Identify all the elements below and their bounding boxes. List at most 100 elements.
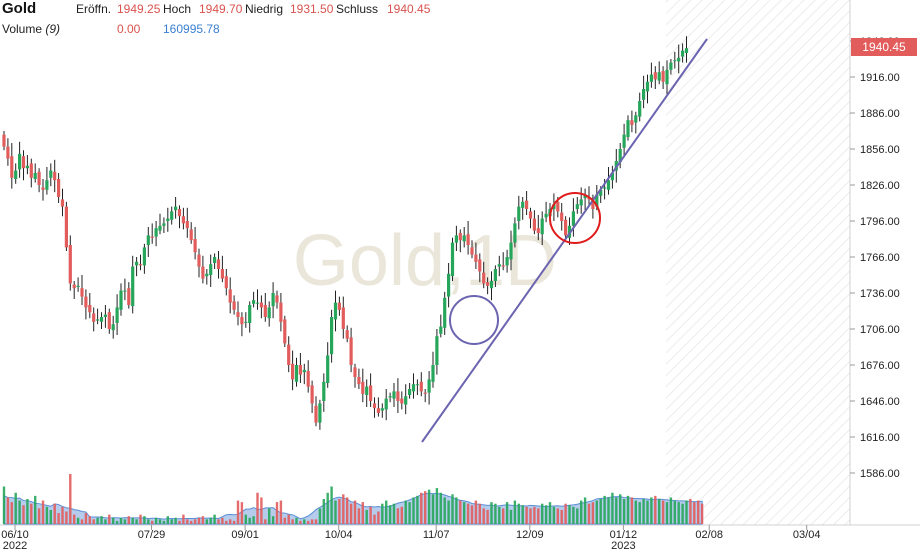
volume-bar (572, 506, 575, 524)
candle-body (228, 289, 232, 303)
candle-body (649, 74, 653, 82)
volume-bar (147, 519, 150, 524)
candle-body (384, 398, 388, 410)
volume-bar (681, 503, 684, 524)
volume-bar (271, 516, 275, 524)
volume-bar (334, 500, 337, 524)
candle-body (513, 223, 517, 243)
volume-bar (88, 516, 91, 524)
x-tick-label: 10/04 (325, 529, 353, 541)
candle-body (458, 233, 462, 241)
volume-bar (400, 506, 403, 524)
volume-label-text: Volume (2, 22, 43, 36)
candle-body (193, 239, 197, 253)
candle-body (450, 242, 455, 277)
candle-body (298, 365, 302, 375)
candle-body (579, 199, 583, 206)
volume-bar (700, 503, 704, 524)
candle-body (380, 408, 384, 411)
candle-body (244, 321, 248, 323)
volume-bar (642, 499, 645, 524)
candle-body (505, 257, 509, 266)
volume-bar (115, 520, 119, 524)
volume-bar (427, 489, 431, 524)
volume-bar (314, 519, 318, 524)
volume-bar (505, 502, 509, 524)
volume-bar (299, 520, 302, 524)
candle-body (556, 201, 560, 212)
volume-bar (548, 502, 552, 524)
volume-bar (619, 494, 622, 524)
candle-body (677, 57, 681, 62)
candle-body (626, 120, 630, 137)
candle-body (14, 170, 18, 179)
candle-body (400, 398, 404, 404)
candle-body (486, 282, 490, 286)
candle-body (423, 392, 427, 394)
candle-body (302, 369, 306, 373)
candle-body (92, 313, 96, 322)
candle-body (177, 209, 182, 217)
volume-bar (139, 514, 142, 524)
y-tick-label: 1766.00 (860, 252, 900, 264)
candle-body (681, 50, 685, 57)
volume-bar (525, 506, 528, 524)
candle-body (127, 288, 131, 305)
volume-bar (232, 520, 236, 524)
volume-bar (213, 514, 216, 524)
volume-bar (622, 499, 626, 524)
candle-body (532, 218, 536, 231)
candle-body (501, 265, 505, 267)
candle-body (493, 269, 497, 281)
volume-bar (392, 503, 396, 524)
candle-body (653, 72, 657, 80)
y-tick-label: 1736.00 (860, 288, 900, 300)
volume-bar (240, 502, 244, 524)
volume-bar (209, 517, 212, 524)
volume-bar (268, 508, 271, 524)
candle-body (454, 235, 458, 243)
candle-body (665, 69, 669, 85)
open-value: 1949.25 (117, 2, 161, 16)
volume-bar (455, 497, 458, 524)
candle-body (326, 355, 330, 383)
candle-body (80, 288, 84, 297)
volume-bar (470, 505, 474, 524)
candle-body (197, 254, 201, 267)
volume-bar (689, 499, 692, 524)
volume-bar (291, 519, 294, 524)
volume-bar (76, 517, 80, 524)
candle-body (462, 235, 466, 242)
volume-bar (112, 517, 115, 524)
volume-bar (404, 500, 407, 524)
volume-bar (583, 497, 587, 524)
candle-body (365, 386, 369, 395)
candle-body (345, 330, 349, 339)
volume-bar (244, 514, 247, 524)
volume-bar (353, 500, 357, 524)
volume-bar (84, 513, 88, 524)
candle-body (294, 365, 299, 382)
volume-bar (650, 497, 653, 524)
volume-bar (57, 513, 60, 524)
candle-body (669, 62, 673, 70)
low-value: 1931.50 (290, 2, 334, 16)
y-axis: 1946.001916.001886.001856.001826.001796.… (849, 0, 900, 525)
candle-body (618, 149, 622, 163)
volume-bar (677, 502, 680, 524)
volume-bar (307, 520, 310, 524)
volume-bars (2, 474, 704, 525)
volume-bar (65, 511, 68, 524)
volume-label: Volume (9) (2, 22, 60, 36)
candle-body (21, 156, 26, 169)
volume-bar (264, 519, 267, 524)
volume-bar (459, 500, 462, 524)
volume-bar (283, 517, 286, 524)
volume-bar (466, 503, 470, 524)
volume-bar (346, 497, 349, 524)
volume-bar (369, 506, 372, 524)
candle-body (517, 206, 521, 221)
candle-body (275, 295, 279, 303)
candle-body (213, 257, 217, 263)
